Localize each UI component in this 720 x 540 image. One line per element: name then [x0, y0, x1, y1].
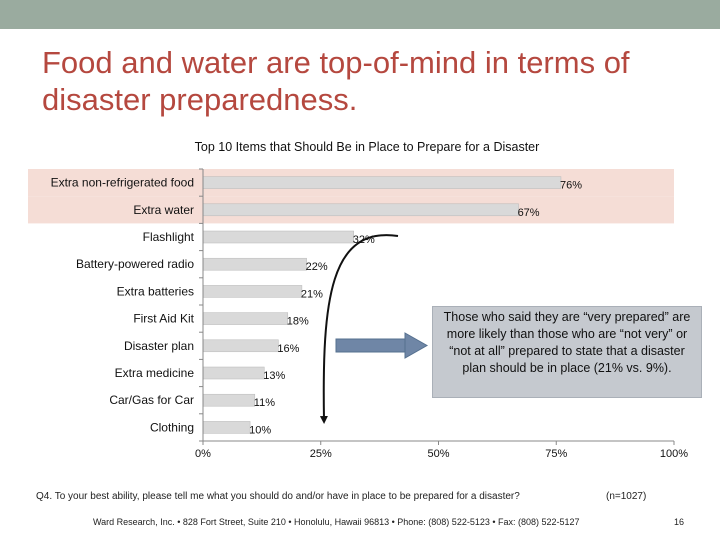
bar [202, 393, 256, 407]
category-label: Extra water [133, 203, 194, 217]
x-tick-label: 25% [310, 448, 332, 460]
chart-title: Top 10 Items that Should Be in Place to … [194, 140, 540, 154]
category-label: Extra medicine [115, 366, 195, 380]
survey-question-note: Q4. To your best ability, please tell me… [36, 491, 520, 502]
page-number: 16 [674, 517, 685, 527]
category-label: Disaster plan [124, 339, 194, 353]
slide-title: Food and water are top-of-mind in terms … [42, 45, 630, 117]
category-label: First Aid Kit [133, 312, 194, 326]
bar [202, 285, 303, 298]
category-label: Extra batteries [117, 284, 194, 298]
value-label: 22% [306, 261, 328, 273]
company-footer: Ward Research, Inc. • 828 Fort Street, S… [93, 517, 580, 527]
value-label: 13% [263, 370, 285, 382]
bar [202, 366, 265, 380]
bar [202, 257, 307, 271]
x-tick-label: 75% [545, 448, 567, 460]
bar [202, 421, 251, 434]
category-label: Clothing [150, 420, 194, 434]
value-label: 76% [560, 180, 582, 192]
sample-size-note: (n=1027) [606, 491, 647, 502]
x-tick-label: 100% [660, 448, 688, 460]
category-label: Car/Gas for Car [109, 393, 194, 407]
top-banner [0, 0, 720, 29]
x-tick-label: 50% [427, 448, 449, 460]
category-label: Flashlight [143, 230, 195, 244]
value-label: 18% [287, 316, 309, 328]
category-label: Extra non-refrigerated food [51, 176, 194, 190]
value-label: 11% [254, 397, 275, 409]
bar [202, 339, 279, 353]
value-label: 10% [249, 424, 271, 436]
x-tick-label: 0% [195, 448, 211, 460]
bar [202, 230, 354, 244]
block-arrow [335, 332, 429, 359]
bar [202, 312, 289, 325]
value-label: 21% [301, 288, 323, 300]
bar [202, 176, 562, 189]
value-label: 16% [277, 343, 299, 355]
curved-connector-arrow [319, 234, 399, 424]
callout-box: Those who said they are “very prepared” … [432, 306, 702, 398]
bar-chart: 0% 25% 50% 75% 100% Extra non-refrigerated f… [28, 168, 688, 460]
bar [202, 203, 519, 217]
value-label: 67% [518, 207, 540, 219]
category-label: Battery-powered radio [76, 257, 194, 271]
